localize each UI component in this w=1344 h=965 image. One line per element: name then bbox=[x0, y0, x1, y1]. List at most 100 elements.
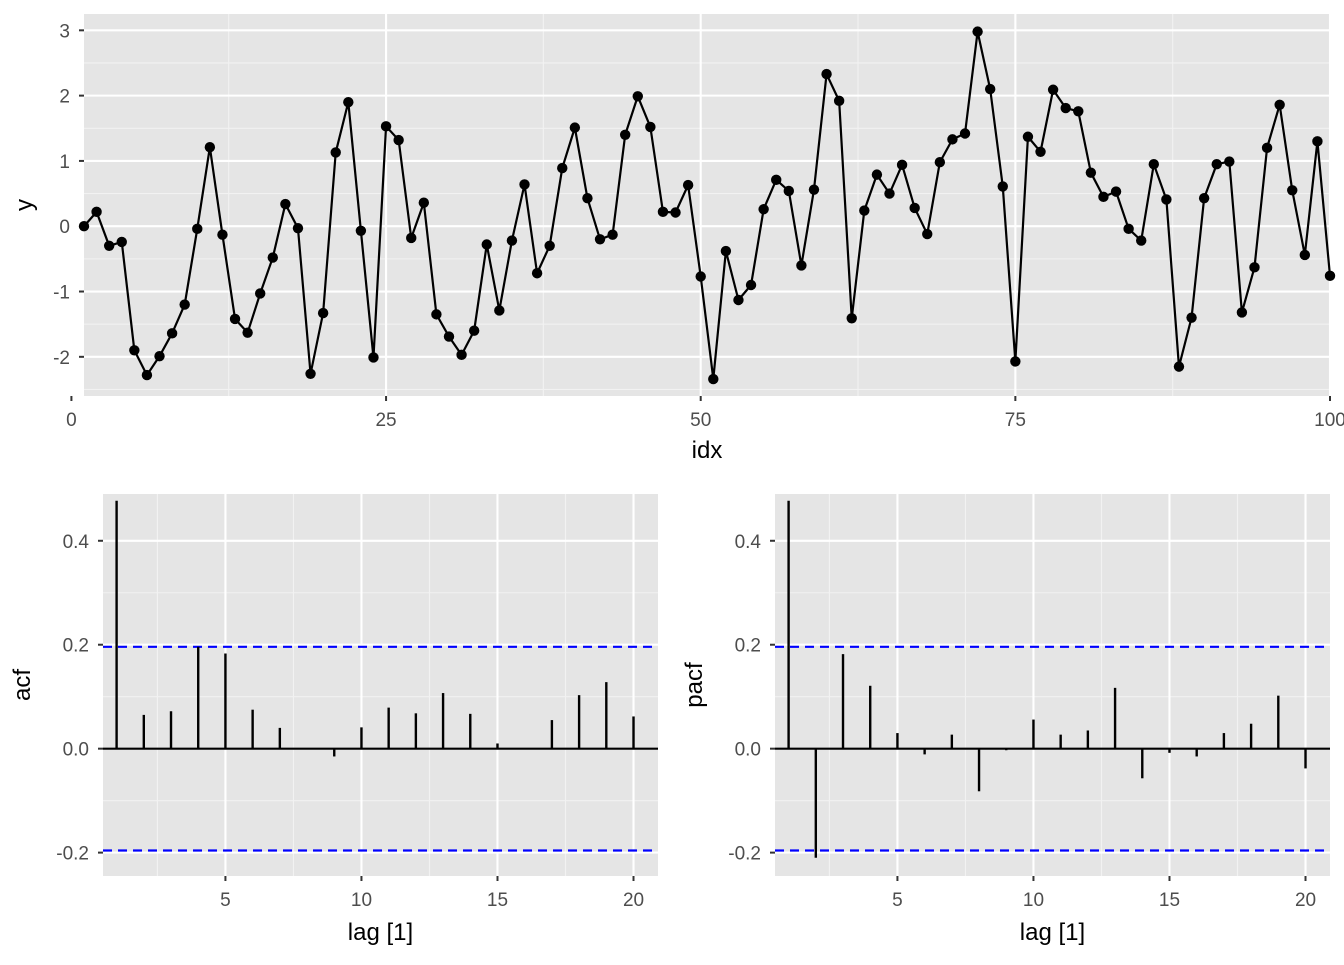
y-tick-label: 0.0 bbox=[735, 740, 761, 761]
data-point bbox=[632, 91, 643, 102]
y-tick-label: 0.4 bbox=[735, 532, 762, 553]
data-point bbox=[1299, 249, 1311, 261]
data-point bbox=[607, 229, 618, 240]
data-point bbox=[78, 221, 90, 232]
data-point bbox=[682, 179, 694, 191]
data-point bbox=[922, 228, 933, 240]
data-point bbox=[217, 229, 228, 240]
data-point bbox=[1035, 146, 1046, 157]
data-point bbox=[871, 169, 883, 180]
data-point bbox=[141, 369, 153, 381]
data-point bbox=[431, 309, 442, 320]
data-point bbox=[531, 268, 543, 279]
data-point bbox=[1047, 84, 1059, 95]
y-tick-label: -0.2 bbox=[728, 844, 761, 865]
data-point bbox=[846, 313, 857, 324]
x-tick-label: 15 bbox=[1159, 890, 1180, 911]
data-point bbox=[909, 202, 920, 214]
y-tick-label: -1 bbox=[53, 283, 70, 304]
data-point bbox=[468, 325, 480, 336]
pacf-x-axis-title: lag [1] bbox=[1020, 919, 1085, 946]
data-point bbox=[305, 368, 316, 379]
data-point bbox=[494, 305, 505, 316]
data-point bbox=[368, 352, 379, 363]
data-point bbox=[204, 142, 216, 153]
data-point bbox=[192, 223, 203, 235]
x-tick-label: 100 bbox=[1314, 410, 1344, 431]
data-point bbox=[1287, 185, 1298, 196]
data-point bbox=[380, 121, 392, 132]
x-tick-label: 15 bbox=[487, 890, 508, 911]
data-point bbox=[1148, 158, 1159, 170]
data-point bbox=[1186, 312, 1197, 323]
data-point bbox=[229, 313, 241, 325]
data-point bbox=[619, 129, 631, 141]
y-tick-label: -2 bbox=[53, 348, 70, 369]
data-point bbox=[972, 26, 983, 37]
x-tick-label: 5 bbox=[220, 890, 231, 911]
data-point bbox=[242, 327, 253, 338]
series-panel-background bbox=[84, 14, 1330, 396]
x-tick-label: 75 bbox=[1005, 410, 1026, 431]
data-point bbox=[1098, 191, 1109, 203]
data-point bbox=[544, 240, 555, 252]
data-point bbox=[569, 122, 581, 133]
x-tick-label: 10 bbox=[351, 890, 372, 911]
y-tick-label: 1 bbox=[59, 152, 70, 173]
data-point bbox=[1123, 223, 1134, 235]
data-point bbox=[1085, 167, 1097, 178]
data-point bbox=[116, 236, 127, 248]
data-point bbox=[1198, 192, 1210, 204]
data-point bbox=[481, 239, 492, 250]
data-point bbox=[506, 235, 518, 246]
data-point bbox=[733, 294, 744, 306]
y-tick-label: 0.2 bbox=[63, 636, 89, 657]
data-point bbox=[557, 162, 568, 174]
pacf-y-axis-title: pacf bbox=[681, 662, 708, 708]
y-tick-label: 0 bbox=[59, 217, 70, 238]
data-point bbox=[330, 147, 341, 158]
data-point bbox=[1211, 158, 1222, 170]
data-point bbox=[796, 260, 807, 271]
acf-x-axis-title: lag [1] bbox=[348, 919, 413, 946]
data-point bbox=[1110, 186, 1122, 197]
y-tick-label: -0.2 bbox=[56, 844, 89, 865]
data-point bbox=[771, 174, 782, 186]
data-point bbox=[1224, 156, 1235, 167]
data-point bbox=[317, 307, 329, 319]
data-point bbox=[91, 206, 102, 218]
data-point bbox=[1324, 270, 1336, 282]
y-tick-label: 2 bbox=[59, 87, 70, 108]
series-line bbox=[83, 30, 1332, 381]
data-point bbox=[645, 121, 656, 133]
data-point bbox=[1173, 361, 1185, 372]
data-point bbox=[695, 271, 706, 282]
data-point bbox=[166, 328, 178, 339]
data-point bbox=[1060, 102, 1071, 114]
data-point bbox=[934, 157, 946, 168]
data-point bbox=[179, 299, 190, 310]
data-point bbox=[519, 179, 530, 190]
data-point bbox=[154, 350, 165, 362]
data-point bbox=[393, 134, 404, 146]
acf-panel: 5 10 15 20 -0.2 0.0 0.2 0.4 lag [1] acf bbox=[9, 494, 658, 946]
series-panel: 0 25 50 75 100 -2 -1 0 1 2 3 idx y bbox=[11, 14, 1344, 464]
data-point bbox=[1236, 307, 1248, 318]
data-point bbox=[456, 349, 467, 361]
data-point bbox=[670, 207, 681, 218]
data-point bbox=[1136, 235, 1147, 246]
data-point bbox=[657, 206, 669, 218]
y-tick-label: 0.0 bbox=[63, 740, 89, 761]
series-y-axis-title: y bbox=[11, 199, 38, 211]
data-point bbox=[720, 245, 732, 257]
data-point bbox=[292, 222, 304, 234]
data-point bbox=[1312, 136, 1323, 147]
data-point bbox=[582, 192, 593, 204]
pacf-panel-background bbox=[775, 494, 1330, 876]
x-tick-label: 20 bbox=[623, 890, 644, 911]
acf-panel-background bbox=[103, 494, 658, 876]
data-point bbox=[959, 128, 971, 139]
acf-y-axis-title: acf bbox=[9, 669, 36, 701]
series-x-axis-title: idx bbox=[692, 437, 723, 464]
